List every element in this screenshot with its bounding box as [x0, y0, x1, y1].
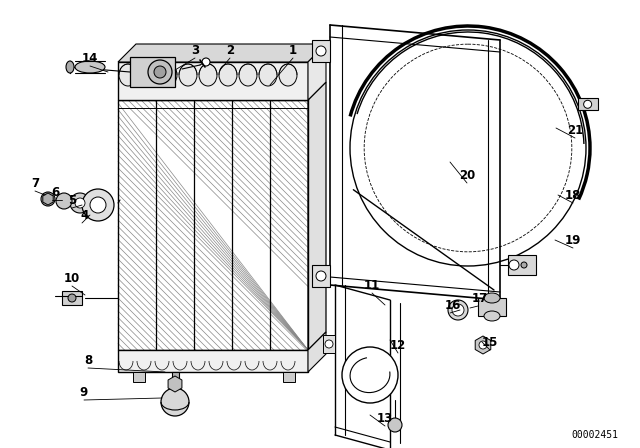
Ellipse shape: [179, 64, 197, 86]
Text: 21: 21: [567, 124, 583, 137]
Ellipse shape: [139, 64, 157, 86]
Ellipse shape: [219, 64, 237, 86]
Circle shape: [479, 341, 487, 349]
Circle shape: [75, 198, 85, 208]
Bar: [118, 100, 308, 350]
Bar: [508, 255, 536, 275]
Circle shape: [202, 58, 210, 66]
Ellipse shape: [239, 64, 257, 86]
Circle shape: [316, 271, 326, 281]
Text: 20: 20: [459, 168, 475, 181]
Circle shape: [342, 347, 398, 403]
Polygon shape: [308, 44, 326, 100]
Bar: [312, 265, 330, 287]
Text: 2: 2: [226, 43, 234, 56]
Text: 8: 8: [84, 353, 92, 366]
Ellipse shape: [159, 64, 177, 86]
Text: 11: 11: [364, 279, 380, 292]
Circle shape: [452, 304, 464, 316]
Text: 9: 9: [80, 385, 88, 399]
Circle shape: [316, 46, 326, 56]
Bar: [312, 40, 330, 62]
Circle shape: [56, 193, 72, 209]
Bar: [118, 62, 308, 100]
Ellipse shape: [66, 61, 74, 73]
Text: 10: 10: [64, 271, 80, 284]
Circle shape: [521, 262, 527, 268]
Text: 14: 14: [82, 52, 98, 65]
Circle shape: [68, 294, 76, 302]
Circle shape: [41, 192, 55, 206]
Text: 16: 16: [445, 298, 461, 311]
Ellipse shape: [199, 64, 217, 86]
Bar: [283, 372, 295, 382]
Text: 19: 19: [565, 233, 581, 246]
Ellipse shape: [259, 64, 277, 86]
Text: 7: 7: [31, 177, 39, 190]
Bar: [578, 98, 598, 110]
Circle shape: [154, 66, 166, 78]
Bar: [172, 372, 179, 390]
Bar: [478, 298, 506, 316]
Text: 4: 4: [81, 208, 89, 221]
Text: 1: 1: [289, 43, 297, 56]
Ellipse shape: [484, 293, 500, 303]
Bar: [133, 372, 145, 382]
Circle shape: [82, 189, 114, 221]
Ellipse shape: [484, 311, 500, 321]
Ellipse shape: [119, 64, 137, 86]
Text: 3: 3: [191, 43, 199, 56]
Text: 00002451: 00002451: [571, 430, 618, 440]
Circle shape: [509, 260, 519, 270]
Bar: [118, 100, 308, 350]
Text: 17: 17: [472, 292, 488, 305]
Circle shape: [70, 193, 90, 213]
Bar: [62, 291, 82, 305]
Text: 15: 15: [482, 336, 498, 349]
Polygon shape: [308, 332, 326, 372]
Text: 12: 12: [390, 339, 406, 352]
Ellipse shape: [75, 61, 105, 73]
Circle shape: [325, 340, 333, 348]
Bar: [118, 350, 308, 372]
Circle shape: [90, 197, 106, 213]
Text: 5: 5: [68, 194, 76, 207]
Text: 13: 13: [377, 412, 393, 425]
Polygon shape: [118, 44, 326, 62]
Circle shape: [584, 100, 591, 108]
Circle shape: [161, 388, 189, 416]
Circle shape: [148, 60, 172, 84]
Bar: [323, 335, 335, 353]
Text: 6: 6: [51, 185, 59, 198]
Polygon shape: [308, 82, 326, 350]
Circle shape: [448, 300, 468, 320]
Circle shape: [388, 418, 402, 432]
Text: 18: 18: [565, 189, 581, 202]
Bar: [130, 57, 175, 87]
Ellipse shape: [279, 64, 297, 86]
